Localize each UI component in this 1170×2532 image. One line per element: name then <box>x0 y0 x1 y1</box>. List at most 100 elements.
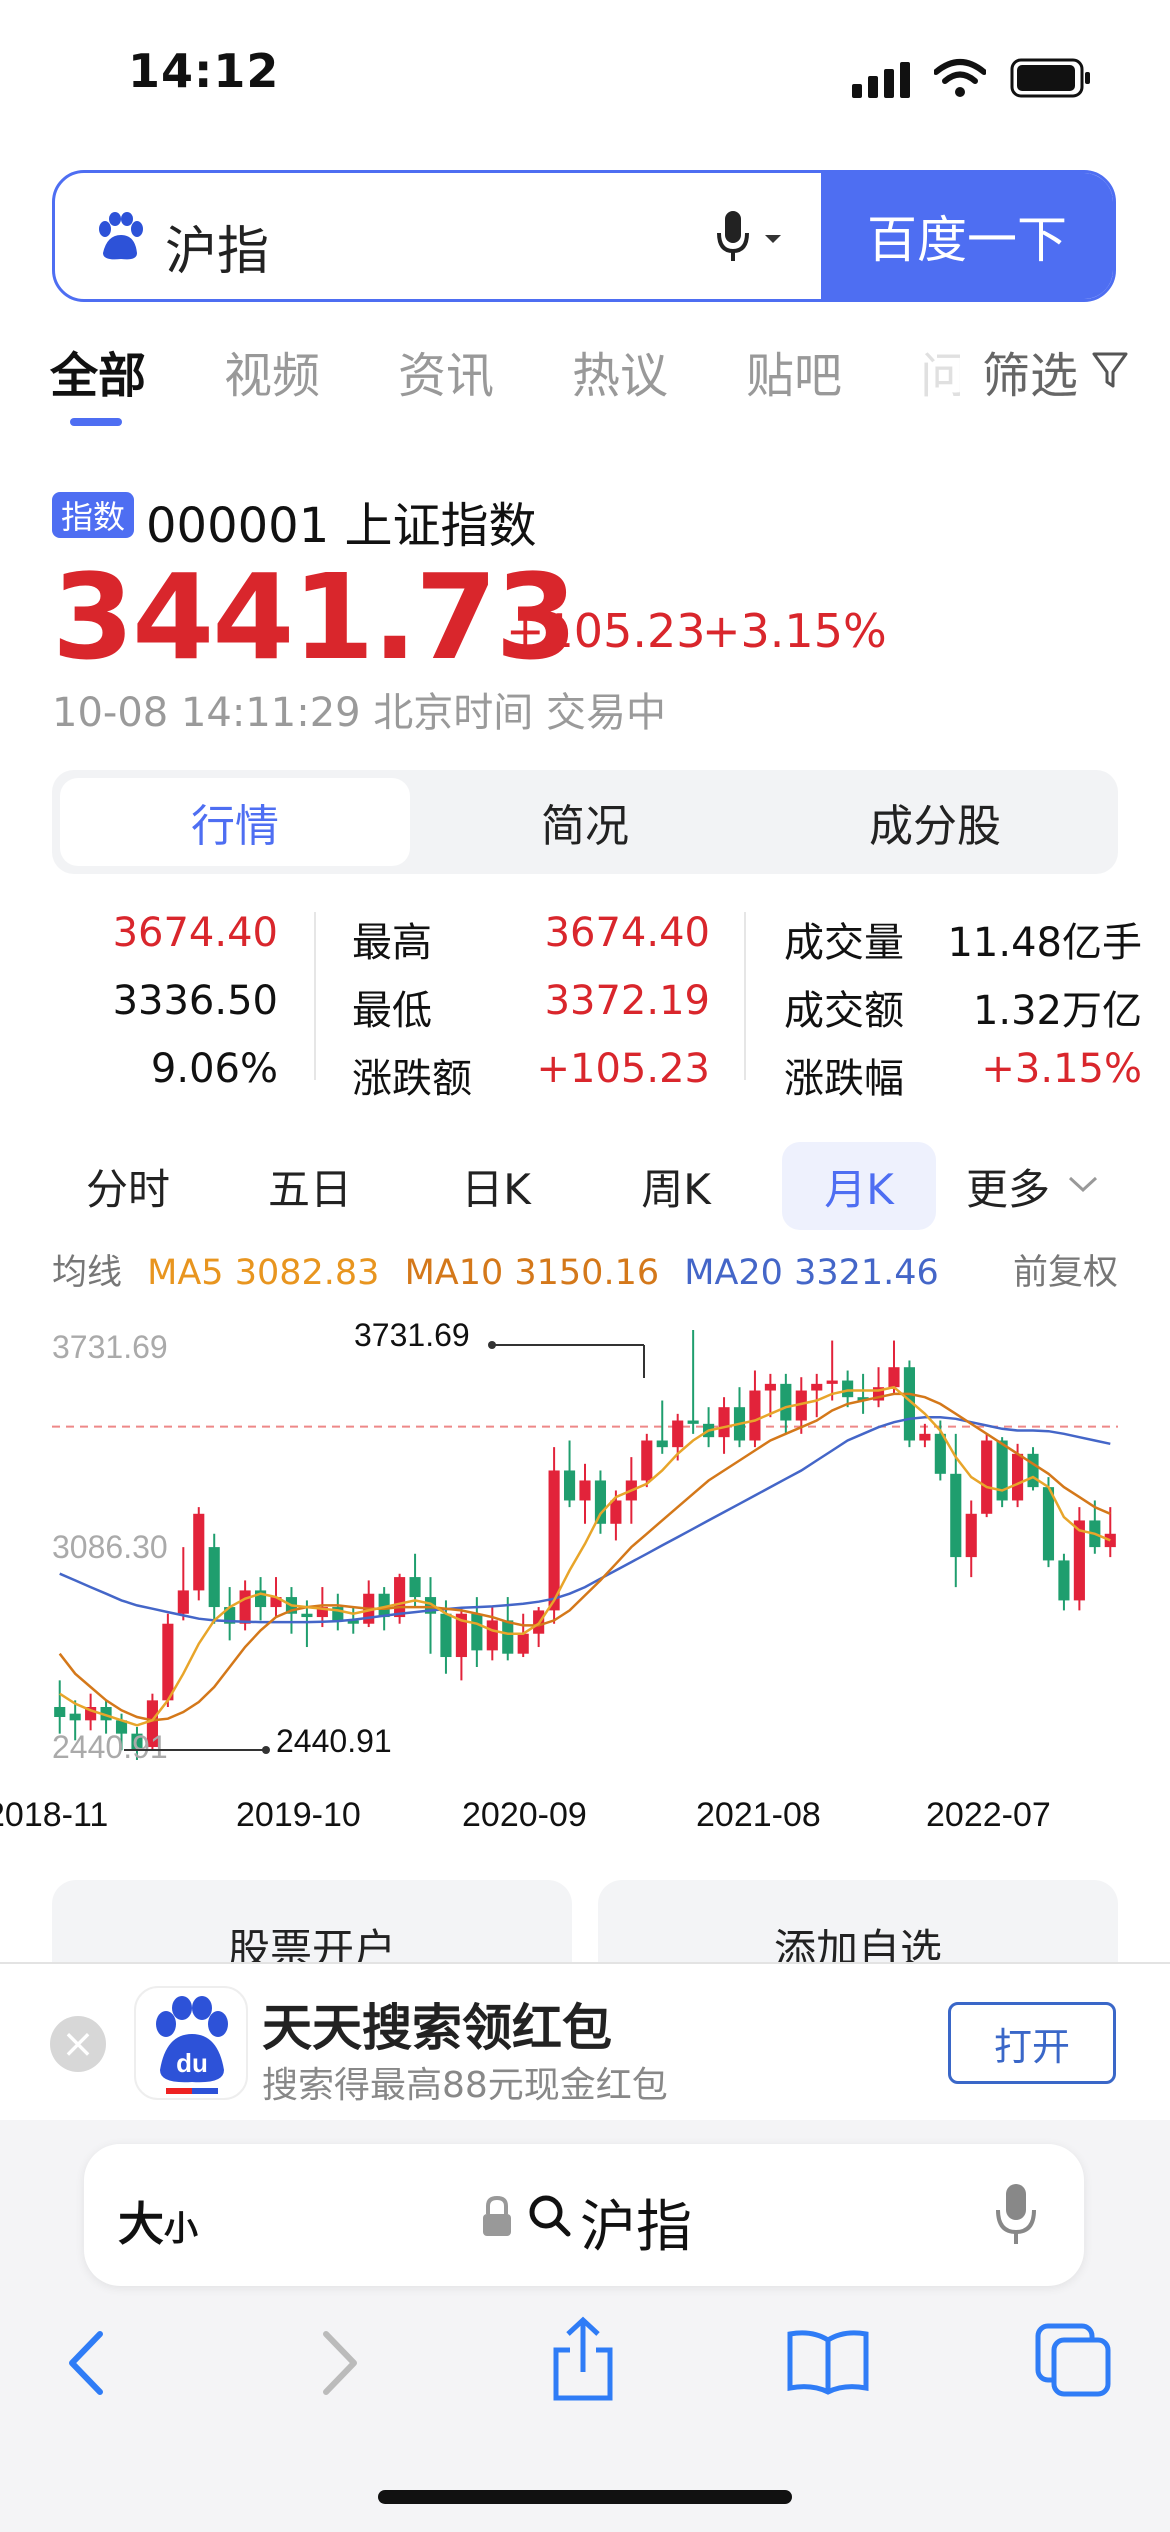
tab-discussion[interactable]: 热议 <box>572 348 669 404</box>
ma-label: 均线 <box>52 1253 123 1293</box>
candle-body <box>687 1420 699 1424</box>
tabs-icon[interactable] <box>1034 2322 1114 2398</box>
address-text[interactable]: 沪指 <box>580 2195 692 2260</box>
candle-body <box>301 1613 313 1618</box>
candle-body <box>579 1480 591 1501</box>
candle-body <box>332 1607 344 1621</box>
candle-body <box>965 1513 977 1558</box>
candle-body <box>795 1390 807 1421</box>
candle-body <box>455 1613 467 1658</box>
x-label: 2020-09 <box>462 1796 587 1834</box>
chevron-down-icon[interactable] <box>1066 1172 1100 1196</box>
segment-overview[interactable]: 简况 <box>541 801 629 852</box>
candle-body <box>85 1707 97 1721</box>
ma10-line <box>58 1392 1111 1722</box>
index-name: 000001 上证指数 <box>146 498 537 554</box>
share-icon[interactable] <box>548 2316 618 2402</box>
baidu-paw-icon <box>93 211 145 263</box>
search-icon <box>526 2192 574 2240</box>
candle-body <box>471 1613 483 1651</box>
tab-tieba[interactable]: 贴吧 <box>746 348 843 404</box>
candle-body <box>749 1390 761 1441</box>
status-time: 14:12 <box>128 44 280 98</box>
kline-chart[interactable]: 3731.69 3086.30 2440.91 3731.69 2440.91 … <box>0 1290 1170 1850</box>
candle-body <box>672 1420 684 1448</box>
stat-amplitude: 9.06% <box>150 1046 278 1092</box>
x-label: 2021-08 <box>696 1796 821 1834</box>
period-weekly[interactable]: 周K <box>641 1164 711 1214</box>
candle-body <box>440 1613 452 1658</box>
tab-all[interactable]: 全部 <box>50 348 147 404</box>
candle-body <box>270 1597 282 1608</box>
lock-icon <box>480 2194 514 2238</box>
candle-body <box>517 1633 529 1654</box>
trade-timestamp: 10-08 14:11:29 北京时间 交易中 <box>52 690 667 736</box>
candle-body <box>394 1577 406 1618</box>
candle-body <box>255 1590 267 1608</box>
baidu-app-logo: du <box>134 1986 248 2100</box>
forward-icon[interactable] <box>314 2328 364 2398</box>
period-daily[interactable]: 日K <box>461 1164 531 1214</box>
home-indicator <box>378 2490 792 2504</box>
back-icon[interactable] <box>62 2328 112 2398</box>
high-callout: 3731.69 <box>354 1317 470 1353</box>
segment-constituents[interactable]: 成分股 <box>869 801 1001 852</box>
candle-body <box>1073 1520 1085 1601</box>
stat-low-label: 最低 <box>352 988 432 1034</box>
promo-banner: × du 天天搜索领红包 搜索得最高88元现金红包 打开 <box>0 1962 1170 2122</box>
candle-body <box>919 1433 931 1441</box>
bookmarks-icon[interactable] <box>786 2326 870 2396</box>
period-monthly[interactable]: 月K <box>782 1142 936 1230</box>
ma10-value: MA10 3150.16 <box>404 1253 660 1293</box>
candle-body <box>857 1397 869 1401</box>
divider <box>744 912 746 1080</box>
candle-body <box>548 1470 560 1611</box>
tab-news[interactable]: 资讯 <box>398 348 495 404</box>
search-button[interactable]: 百度一下 <box>821 173 1113 299</box>
ma20-value: MA20 3321.46 <box>684 1253 939 1293</box>
close-icon[interactable]: × <box>50 2016 106 2072</box>
banner-open-button[interactable]: 打开 <box>948 2002 1116 2084</box>
y-mid-label: 3086.30 <box>52 1529 168 1565</box>
candle-body <box>347 1620 359 1624</box>
stat-open: 3674.40 <box>112 910 278 956</box>
candle-body <box>162 1623 174 1701</box>
signal-icon <box>852 62 912 98</box>
candle-body <box>239 1590 251 1624</box>
tab-filter[interactable]: 筛选 <box>982 348 1079 404</box>
filter-icon[interactable] <box>1090 350 1130 390</box>
stat-prev-close: 3336.50 <box>112 978 278 1024</box>
candle-body <box>1058 1560 1070 1601</box>
period-intraday[interactable]: 分时 <box>85 1164 170 1214</box>
search-input[interactable]: 沪指 <box>165 222 270 282</box>
change-amount: +105.23 <box>506 604 706 658</box>
candle-body <box>316 1607 328 1618</box>
info-segmented-control: 行情 简况 成分股 <box>52 770 1118 874</box>
tab-ask[interactable]: 问 <box>920 348 960 404</box>
ma20-line <box>59 1415 1111 1624</box>
segment-quote[interactable]: 行情 <box>60 778 410 866</box>
ma-legend: 均线 MA5 3082.83 MA10 3150.16 MA20 3321.46 <box>52 1244 939 1295</box>
divider <box>314 912 316 1080</box>
period-more[interactable]: 更多 <box>966 1164 1051 1214</box>
search-box[interactable]: 沪指 百度一下 <box>52 170 1116 302</box>
candle-body <box>981 1440 993 1514</box>
price-adjust-toggle[interactable]: 前复权 <box>1012 1253 1118 1293</box>
candle-body <box>1012 1453 1024 1501</box>
candle-body <box>872 1387 885 1401</box>
stat-pct-label: 涨跌幅 <box>784 1056 904 1102</box>
wifi-icon <box>933 58 987 98</box>
microphone-icon[interactable] <box>994 2182 1038 2248</box>
period-5day[interactable]: 五日 <box>267 1164 352 1214</box>
candle-body <box>1042 1487 1055 1561</box>
candle-body <box>656 1440 668 1448</box>
x-label: 2018-11 <box>0 1796 108 1834</box>
text-size-button[interactable]: 大小 <box>118 2197 198 2251</box>
candle-body <box>764 1383 776 1391</box>
tab-video[interactable]: 视频 <box>224 348 321 404</box>
candle-body <box>486 1620 498 1651</box>
microphone-icon[interactable] <box>715 209 795 269</box>
candle-body <box>610 1500 622 1524</box>
ma5-line <box>59 1385 1111 1727</box>
address-bar[interactable]: 大小 沪指 <box>84 2144 1084 2286</box>
